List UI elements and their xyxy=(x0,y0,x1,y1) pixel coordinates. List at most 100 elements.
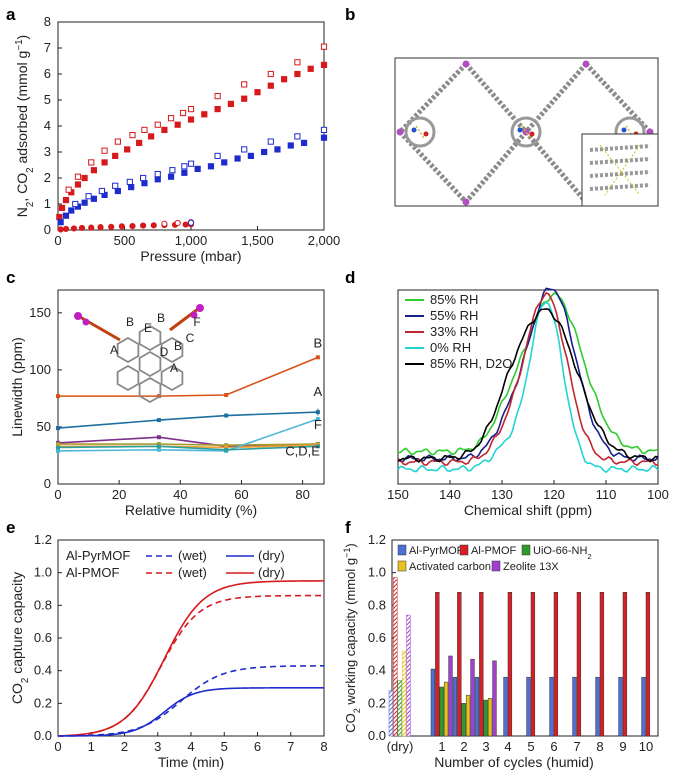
data-point xyxy=(154,176,161,183)
data-point xyxy=(74,173,82,180)
y-tick-label: 0.0 xyxy=(34,728,52,743)
bar xyxy=(470,658,475,737)
bar xyxy=(406,614,411,737)
stacked-layer xyxy=(589,170,651,178)
x-tick-label: 500 xyxy=(114,233,136,248)
data-point xyxy=(118,223,125,230)
data-point xyxy=(201,111,208,118)
data-point xyxy=(74,181,82,188)
data-point xyxy=(300,139,308,147)
x-tick-label: 20 xyxy=(112,487,126,502)
data-point xyxy=(174,121,181,128)
x-tick-label: 4 xyxy=(504,739,511,754)
data-point xyxy=(56,442,60,447)
series-line xyxy=(57,418,319,452)
metal-node xyxy=(74,312,82,320)
x-tick-label: 1,000 xyxy=(175,233,208,248)
bar xyxy=(448,655,453,737)
data-point xyxy=(68,207,75,214)
bar xyxy=(576,592,582,737)
data-point xyxy=(287,142,294,149)
data-point xyxy=(154,121,161,128)
legend-entry: UiO-66-NH2 xyxy=(533,545,592,561)
metal-node xyxy=(462,60,470,68)
data-point xyxy=(187,160,195,167)
legend-entry: (dry) xyxy=(258,565,285,580)
atom-label: C xyxy=(186,331,195,345)
series-label: A xyxy=(314,384,323,399)
bar xyxy=(388,690,394,737)
spectrum-line xyxy=(397,301,659,474)
y-tick-label: 1 xyxy=(44,196,51,211)
x-tick-label: 7 xyxy=(287,739,294,754)
atom-label: B xyxy=(174,339,182,353)
label-part: −1 xyxy=(14,39,25,50)
y-tick-label: 0.4 xyxy=(34,663,52,678)
x-axis-label: Time (min) xyxy=(158,754,224,770)
legend-entry: (wet) xyxy=(178,565,207,580)
y-tick-label: 7 xyxy=(44,40,51,55)
data-point xyxy=(294,70,301,78)
aromatic-ring xyxy=(160,336,184,364)
bar xyxy=(401,650,407,737)
bar xyxy=(641,676,646,737)
data-point xyxy=(161,220,168,227)
data-point xyxy=(56,213,63,221)
label-part: 2 xyxy=(20,678,31,683)
data-point xyxy=(214,93,221,100)
metal-node xyxy=(396,128,404,136)
bar xyxy=(435,592,440,737)
x-tick-label: 3 xyxy=(482,739,489,754)
series-line xyxy=(58,356,319,397)
data-point xyxy=(128,184,135,191)
h-bond xyxy=(521,125,531,139)
data-point xyxy=(320,126,328,134)
data-point xyxy=(224,447,229,452)
data-point xyxy=(90,167,98,174)
y-tick-label: 0.6 xyxy=(34,630,52,645)
x-axis-label: Relative humidity (%) xyxy=(125,502,257,518)
bar xyxy=(474,676,480,737)
bar xyxy=(452,676,458,737)
molecule-inset xyxy=(74,304,204,404)
data-point xyxy=(261,148,268,156)
data-point xyxy=(241,95,248,102)
data-point xyxy=(85,193,92,200)
data-point xyxy=(156,418,161,423)
x-tick-label: 5 xyxy=(527,739,534,754)
metal-node xyxy=(196,304,204,312)
y-tick-label: 0 xyxy=(44,476,51,491)
x-tick-label: 8 xyxy=(320,739,327,754)
bar xyxy=(457,592,462,737)
aromatic-ring xyxy=(138,350,162,378)
atom-label: D xyxy=(160,345,169,359)
y-tick-label: 50 xyxy=(37,419,51,434)
x-tick-label: 0 xyxy=(54,739,61,754)
x-tick-label: 9 xyxy=(619,739,626,754)
data-point xyxy=(224,443,229,448)
bar xyxy=(479,592,484,737)
data-point xyxy=(187,106,195,113)
series-line xyxy=(57,580,325,737)
y-tick-label: 0.2 xyxy=(34,695,52,710)
data-point xyxy=(56,445,60,450)
y-tick-label: 8 xyxy=(44,14,51,29)
data-point xyxy=(234,155,241,162)
data-point xyxy=(70,225,78,232)
y-tick-label: 1.2 xyxy=(368,532,386,547)
y-axis-label: Linewidth (ppm) xyxy=(9,337,25,437)
x-tick-label: 6 xyxy=(550,739,557,754)
data-point xyxy=(88,159,95,166)
data-point xyxy=(221,159,228,166)
data-point xyxy=(187,116,195,123)
legend-entry: Al-PMOF xyxy=(66,565,120,580)
panel-letter-c: c xyxy=(6,268,15,287)
data-point xyxy=(114,187,121,195)
label-part: CO xyxy=(9,683,25,704)
x-tick-label: 60 xyxy=(234,487,248,502)
x-tick-label: 10 xyxy=(639,739,653,754)
bar xyxy=(443,681,449,737)
data-point xyxy=(129,132,136,139)
data-point xyxy=(320,61,328,68)
data-point xyxy=(88,224,95,231)
